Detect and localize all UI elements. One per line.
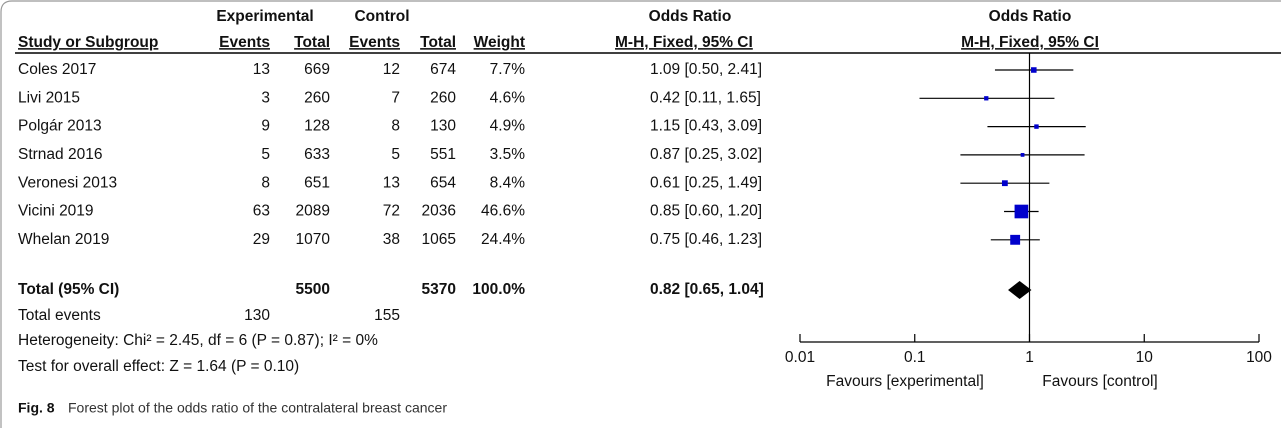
- table-cell: 1070: [296, 231, 331, 248]
- table-cell: 7: [391, 89, 400, 106]
- estimate-box: [1014, 204, 1029, 219]
- table-cell: 13: [253, 61, 270, 78]
- group-header: Control: [354, 8, 409, 25]
- column-header: M-H, Fixed, 95% CI: [615, 34, 753, 51]
- x-tick-label: 100: [1246, 349, 1272, 366]
- column-header: Events: [349, 34, 400, 51]
- column-header: Events: [219, 34, 270, 51]
- estimate-box: [1010, 234, 1021, 245]
- chart-subtitle: M-H, Fixed, 95% CI: [961, 34, 1099, 51]
- x-tick-label: 0.1: [904, 349, 926, 366]
- estimate-box: [1034, 124, 1039, 129]
- table-cell: 3: [261, 89, 270, 106]
- table-cell: 2089: [296, 203, 330, 220]
- table-cell: 1.09 [0.50, 2.41]: [650, 61, 762, 78]
- estimate-box: [1031, 67, 1037, 73]
- table-cell: 24.4%: [481, 231, 525, 248]
- table-cell: 72: [383, 203, 400, 220]
- heterogeneity: Heterogeneity: Chi² = 2.45, df = 6 (P = …: [18, 332, 378, 349]
- column-header: Study or Subgroup: [18, 34, 158, 51]
- study-name: Strnad 2016: [18, 146, 102, 163]
- table-cell: 2036: [422, 203, 456, 220]
- column-header: Total: [294, 34, 330, 51]
- study-name: Veronesi 2013: [18, 174, 117, 191]
- column-header: Weight: [474, 34, 525, 51]
- table-cell: 0.75 [0.46, 1.23]: [650, 231, 762, 248]
- total-weight: 100.0%: [472, 281, 525, 298]
- x-tick-label: 1: [1025, 349, 1034, 366]
- table-cell: 4.6%: [490, 89, 526, 106]
- table-cell: 654: [430, 174, 456, 191]
- table-cell: 1065: [422, 231, 456, 248]
- x-tick-label: 0.01: [785, 349, 815, 366]
- x-tick-label: 10: [1136, 349, 1154, 366]
- table-cell: 63: [253, 203, 270, 220]
- table-cell: 38: [383, 231, 400, 248]
- column-header: Total: [420, 34, 456, 51]
- total-label: Total (95% CI): [18, 281, 119, 298]
- table-cell: 12: [383, 61, 400, 78]
- chart-title: Odds Ratio: [989, 8, 1072, 25]
- group-header: Experimental: [216, 8, 313, 25]
- table-cell: 669: [304, 61, 330, 78]
- table-cell: 8: [391, 118, 400, 135]
- table-cell: 551: [430, 146, 456, 163]
- group-header: Odds Ratio: [649, 8, 732, 25]
- table-cell: 8.4%: [490, 174, 526, 191]
- study-name: Coles 2017: [18, 61, 96, 78]
- table-cell: 7.7%: [490, 61, 526, 78]
- estimate-box: [984, 96, 989, 101]
- x-label-right: Favours [control]: [1042, 373, 1157, 390]
- table-cell: 46.6%: [481, 203, 525, 220]
- caption-text: Forest plot of the odds ratio of the con…: [68, 400, 447, 416]
- table-cell: 633: [304, 146, 330, 163]
- table-cell: 4.9%: [490, 118, 526, 135]
- table-cell: 8: [261, 174, 270, 191]
- table-cell: 0.85 [0.60, 1.20]: [650, 203, 762, 220]
- table-cell: 1.15 [0.43, 3.09]: [650, 118, 762, 135]
- table-cell: 29: [253, 231, 270, 248]
- study-name: Vicini 2019: [18, 203, 94, 220]
- total-exp: 5500: [296, 281, 330, 298]
- estimate-box: [1020, 153, 1025, 157]
- table-cell: 5: [261, 146, 270, 163]
- total-ci: 0.82 [0.65, 1.04]: [650, 281, 764, 298]
- total-ctrl: 5370: [422, 281, 456, 298]
- table-cell: 260: [304, 89, 330, 106]
- total-events-label: Total events: [18, 307, 101, 324]
- table-cell: 651: [304, 174, 330, 191]
- total-events-exp: 130: [244, 307, 270, 324]
- table-cell: 9: [261, 118, 270, 135]
- study-name: Livi 2015: [18, 89, 80, 106]
- table-cell: 128: [304, 118, 330, 135]
- total-diamond: [1008, 281, 1032, 299]
- table-cell: 3.5%: [490, 146, 526, 163]
- table-cell: 674: [430, 61, 456, 78]
- table-cell: 0.87 [0.25, 3.02]: [650, 146, 762, 163]
- study-name: Whelan 2019: [18, 231, 109, 248]
- total-events-ctrl: 155: [374, 307, 400, 324]
- table-cell: 260: [430, 89, 456, 106]
- table-cell: 0.42 [0.11, 1.65]: [650, 89, 761, 106]
- study-name: Polgár 2013: [18, 118, 102, 135]
- x-label-left: Favours [experimental]: [826, 373, 984, 390]
- caption-label: Fig. 8: [18, 400, 55, 416]
- table-cell: 13: [383, 174, 400, 191]
- table-cell: 0.61 [0.25, 1.49]: [650, 174, 762, 191]
- table-cell: 5: [391, 146, 400, 163]
- table-cell: 130: [430, 118, 456, 135]
- estimate-box: [1001, 180, 1008, 187]
- overall-effect: Test for overall effect: Z = 1.64 (P = 0…: [18, 358, 299, 375]
